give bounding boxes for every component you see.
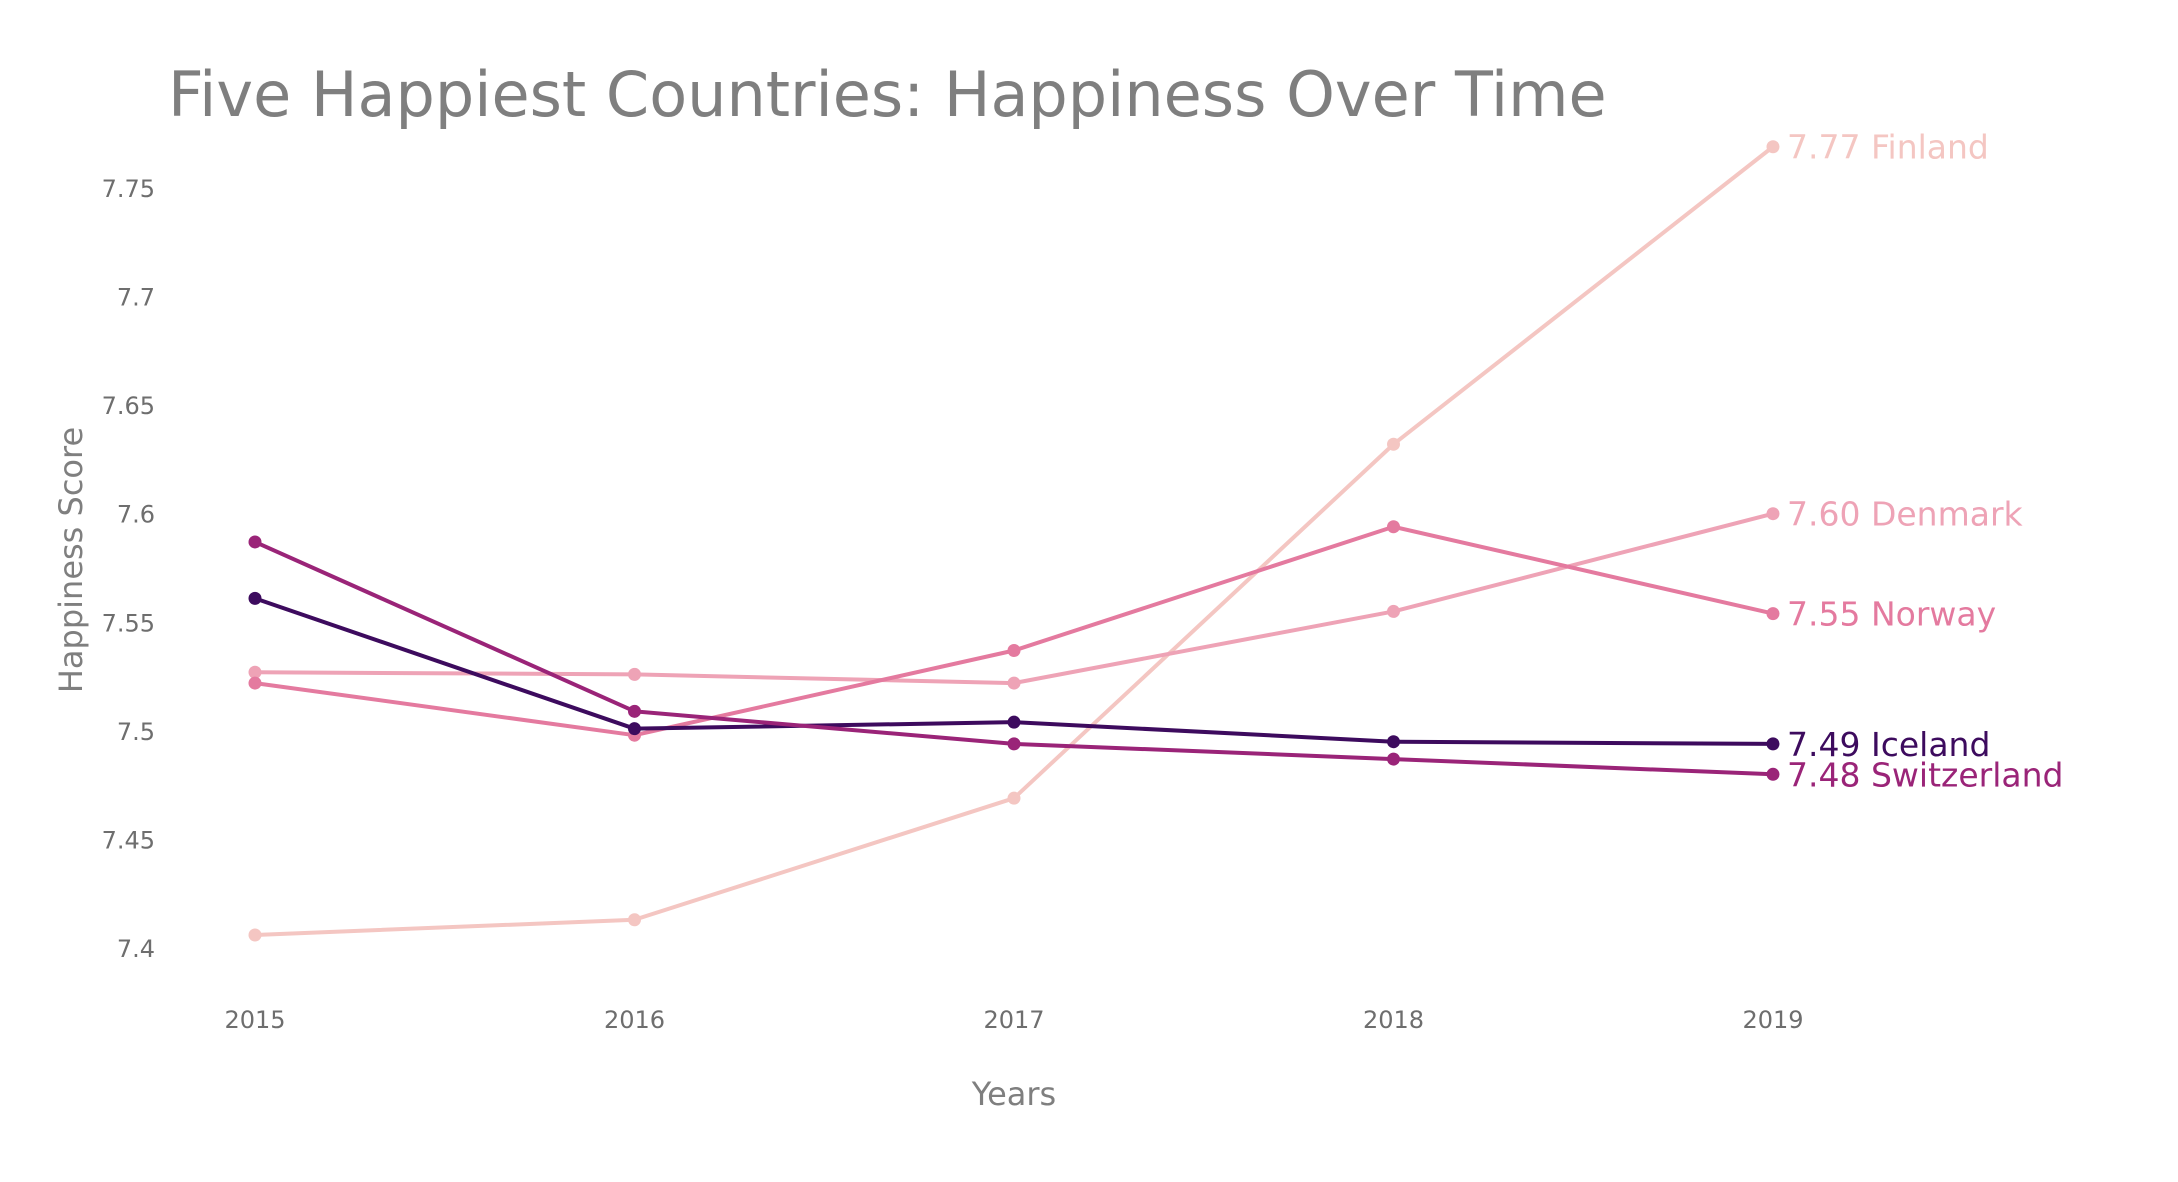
end-label-finland: 7.77 Finland bbox=[1787, 128, 1989, 167]
x-tick-label: 2015 bbox=[224, 1006, 285, 1034]
data-point-switzerland bbox=[248, 535, 262, 549]
data-point-norway bbox=[248, 676, 262, 690]
y-tick-label: 7.55 bbox=[102, 609, 155, 637]
data-point-finland bbox=[248, 928, 262, 942]
y-tick-label: 7.6 bbox=[117, 501, 155, 529]
series-finland: 7.77 Finland bbox=[248, 128, 1989, 942]
y-tick-label: 7.7 bbox=[117, 284, 155, 312]
y-tick-label: 7.75 bbox=[102, 175, 155, 203]
series-norway: 7.55 Norway bbox=[248, 520, 1996, 742]
x-tick-label: 2018 bbox=[1363, 1006, 1424, 1034]
data-point-finland bbox=[1766, 140, 1780, 154]
data-point-switzerland bbox=[1766, 767, 1780, 781]
end-label-iceland: 7.49 Iceland bbox=[1787, 725, 1990, 764]
end-label-norway: 7.55 Norway bbox=[1787, 595, 1996, 634]
data-point-iceland bbox=[628, 722, 641, 736]
y-tick-label: 7.45 bbox=[102, 826, 155, 854]
data-point-denmark bbox=[1007, 676, 1021, 690]
x-tick-label: 2016 bbox=[604, 1006, 665, 1034]
data-point-finland bbox=[1007, 791, 1021, 805]
series-line-finland bbox=[253, 144, 1775, 937]
data-point-norway bbox=[1007, 644, 1021, 658]
series-denmark: 7.60 Denmark bbox=[248, 495, 2024, 690]
series-switzerland: 7.48 Switzerland bbox=[248, 535, 2063, 794]
y-tick-label: 7.5 bbox=[117, 718, 155, 746]
data-point-norway bbox=[1387, 520, 1400, 534]
data-point-iceland bbox=[248, 591, 262, 605]
x-tick-label: 2017 bbox=[983, 1006, 1044, 1034]
x-axis-title: Years bbox=[971, 1075, 1056, 1113]
data-point-iceland bbox=[1007, 715, 1021, 729]
end-label-switzerland: 7.48 Switzerland bbox=[1787, 755, 2063, 794]
series-iceland: 7.49 Iceland bbox=[248, 591, 1990, 764]
y-tick-label: 7.4 bbox=[117, 935, 155, 963]
data-point-iceland bbox=[1766, 737, 1780, 751]
data-point-denmark bbox=[1766, 507, 1780, 521]
y-tick-label: 7.65 bbox=[102, 392, 155, 420]
data-point-denmark bbox=[628, 667, 641, 681]
data-point-finland bbox=[628, 913, 641, 927]
data-point-switzerland bbox=[628, 704, 641, 718]
data-point-switzerland bbox=[1007, 737, 1021, 751]
end-label-denmark: 7.60 Denmark bbox=[1787, 495, 2024, 534]
data-point-norway bbox=[1766, 607, 1780, 621]
data-point-iceland bbox=[1387, 735, 1400, 749]
x-tick-label: 2019 bbox=[1742, 1006, 1803, 1034]
data-point-denmark bbox=[1387, 604, 1400, 618]
data-point-denmark bbox=[248, 665, 262, 679]
series-line-norway bbox=[253, 524, 1775, 738]
data-point-switzerland bbox=[1387, 752, 1400, 766]
chart-title: Five Happiest Countries: Happiness Over … bbox=[168, 58, 1607, 131]
y-axis-title: Happiness Score bbox=[52, 427, 90, 693]
data-point-finland bbox=[1387, 437, 1400, 451]
series-line-denmark bbox=[253, 511, 1775, 686]
